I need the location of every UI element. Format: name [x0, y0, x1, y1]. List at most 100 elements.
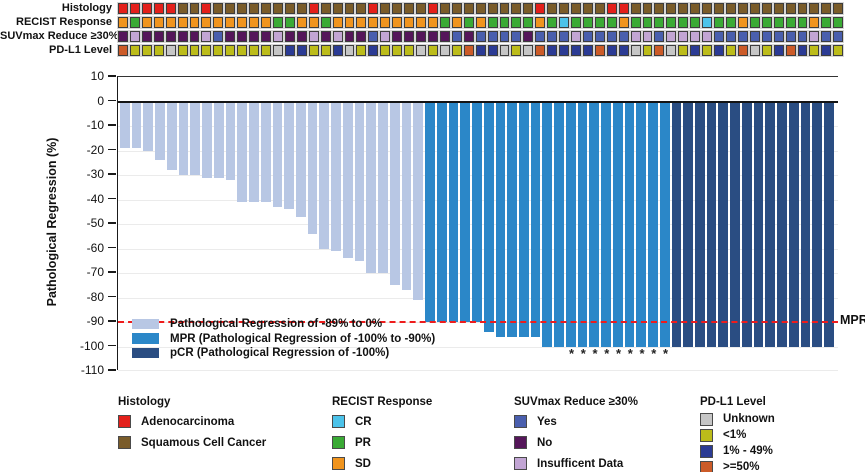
annotation-square — [773, 3, 784, 14]
bar-cell — [694, 101, 706, 347]
annotation-cell — [236, 31, 248, 42]
annotation-square — [356, 45, 367, 56]
annotation-cell — [832, 3, 844, 14]
annotation-cell — [594, 17, 606, 28]
annotation-cell — [677, 17, 689, 28]
annotation-square — [261, 45, 271, 56]
annotation-cell — [189, 3, 201, 14]
annotation-cell — [141, 45, 153, 56]
legend-item: <1% — [700, 427, 775, 443]
annotation-cell — [546, 31, 558, 42]
waterfall-bar — [213, 101, 224, 178]
annotation-square — [237, 17, 248, 28]
annotation-cell — [558, 3, 570, 14]
y-tick-label: -80 — [86, 289, 104, 304]
annotation-cell — [808, 17, 820, 28]
annotation-square — [463, 3, 474, 14]
waterfall-bar — [425, 101, 435, 322]
annotation-cell — [689, 45, 701, 56]
annotation-cell — [117, 17, 129, 28]
waterfall-bar — [812, 101, 823, 347]
annotation-cell — [320, 45, 332, 56]
annotation-cell — [212, 17, 224, 28]
annotation-cell — [260, 45, 272, 56]
bar-cell — [541, 101, 553, 347]
waterfall-bar — [436, 101, 447, 322]
annotation-cell — [344, 45, 356, 56]
annotation-square — [165, 45, 176, 56]
mpr-line-label: MPR — [840, 313, 865, 327]
annotation-cell — [761, 45, 773, 56]
annotation-cell — [439, 17, 451, 28]
bar-cell — [553, 101, 565, 347]
bar-cell — [295, 101, 307, 217]
annotation-square — [582, 17, 593, 28]
legend-item: Unknown — [700, 411, 775, 427]
annotation-cell — [785, 17, 797, 28]
annotation-cell — [618, 45, 630, 56]
annotation-cell — [785, 3, 797, 14]
bar-legend-label: MPR (Pathological Regression of -100% to… — [170, 332, 436, 345]
annotation-square — [702, 3, 713, 14]
annotation-cell — [165, 17, 177, 28]
annotation-cell — [475, 17, 487, 28]
annotation-cell — [832, 45, 844, 56]
annotation-square — [201, 31, 212, 42]
annotation-square — [833, 17, 844, 28]
asterisk-marker: * — [592, 346, 598, 361]
annotation-cell — [487, 3, 499, 14]
annotation-cell — [653, 17, 665, 28]
annotation-square — [547, 45, 558, 56]
annotation-cell — [355, 31, 367, 42]
bar-cell — [518, 101, 530, 337]
track-label: Histology — [61, 2, 112, 14]
annotation-square — [249, 31, 260, 42]
waterfall-bar — [824, 101, 834, 347]
annotation-cell — [296, 45, 308, 56]
annotation-cell — [677, 45, 689, 56]
waterfall-bar — [378, 101, 388, 273]
annotation-cell — [308, 17, 320, 28]
annotation-square — [642, 17, 653, 28]
annotation-square — [511, 45, 522, 56]
annotation-square — [380, 45, 391, 56]
annotation-cell — [546, 17, 558, 28]
annotation-cell — [236, 3, 248, 14]
y-tick-mark — [108, 124, 116, 126]
asterisk-marker: * — [651, 346, 657, 361]
annotation-square — [177, 17, 188, 28]
legend-swatch — [700, 428, 713, 442]
annotation-square — [499, 3, 510, 14]
y-tick-label: -70 — [86, 265, 104, 279]
y-tick-label: -20 — [86, 142, 104, 157]
annotation-square — [296, 31, 307, 42]
waterfall-bar — [800, 101, 811, 347]
annotation-square — [475, 3, 486, 14]
annotation-square — [737, 3, 748, 14]
y-axis-title: Pathological Regression (%) — [45, 137, 59, 307]
annotation-cell — [427, 3, 439, 14]
annotation-cell — [403, 17, 415, 28]
annotation-square — [821, 3, 832, 14]
annotation-square — [499, 31, 510, 42]
y-tick-mark — [108, 271, 116, 273]
annotation-square — [761, 3, 772, 14]
y-tick-mark — [108, 246, 116, 249]
annotation-square — [344, 31, 355, 42]
annotation-cell — [797, 31, 809, 42]
bar-cell — [307, 101, 319, 234]
annotation-cell — [391, 3, 403, 14]
annotation-square — [606, 17, 617, 28]
waterfall-bar — [413, 101, 424, 300]
annotation-cell — [570, 31, 582, 42]
waterfall-bar — [202, 101, 212, 178]
legend-item-label: PR — [355, 436, 371, 449]
annotation-square — [427, 3, 438, 14]
bar-cell — [483, 101, 495, 332]
annotation-square — [177, 45, 188, 56]
annotation-cell — [379, 31, 391, 42]
annotation-square — [261, 3, 271, 14]
annotation-cell — [761, 31, 773, 42]
waterfall-bar — [472, 101, 482, 322]
annotation-square — [416, 17, 426, 28]
